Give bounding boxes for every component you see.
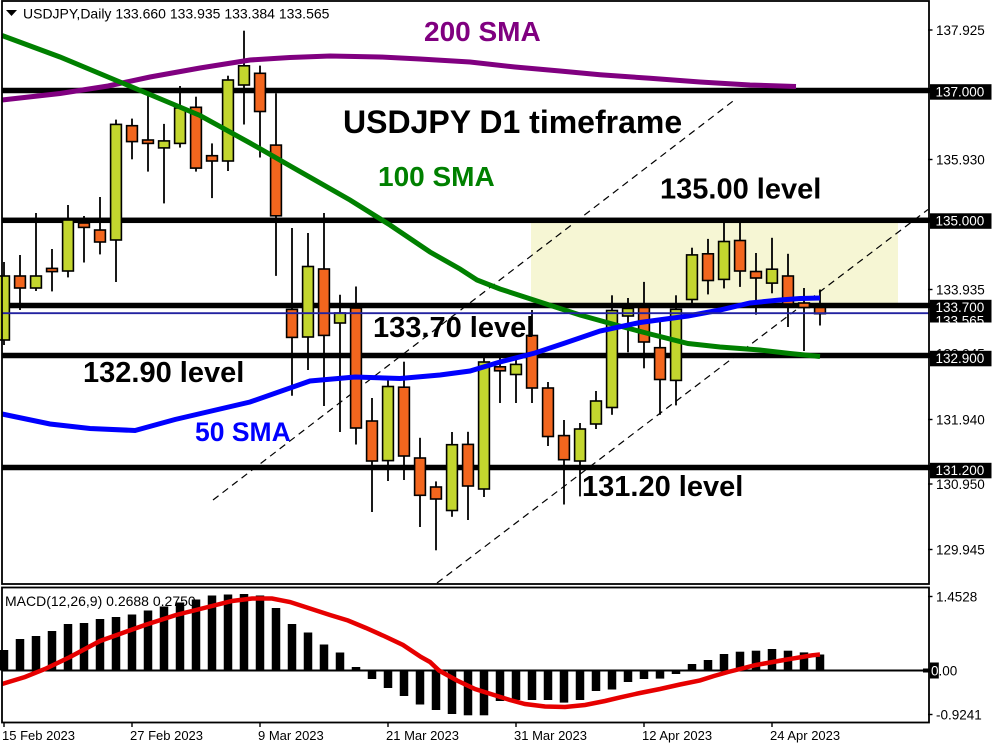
svg-text:12 Apr 2023: 12 Apr 2023: [642, 728, 712, 743]
svg-text:137.925: 137.925: [936, 23, 985, 38]
svg-text:200 SMA: 200 SMA: [424, 16, 541, 47]
svg-text:27 Feb 2023: 27 Feb 2023: [130, 728, 203, 743]
svg-text:.00: .00: [939, 664, 958, 679]
svg-text:9 Mar 2023: 9 Mar 2023: [258, 728, 324, 743]
svg-text:131.940: 131.940: [936, 412, 985, 427]
svg-text:31 Mar 2023: 31 Mar 2023: [514, 728, 587, 743]
svg-text:1.4528: 1.4528: [936, 589, 977, 604]
svg-text:USDJPY D1 timeframe: USDJPY D1 timeframe: [343, 104, 682, 140]
svg-text:133.935: 133.935: [936, 282, 985, 297]
svg-text:50 SMA: 50 SMA: [195, 417, 291, 447]
svg-text:130.950: 130.950: [936, 477, 985, 492]
svg-text:135.00 level: 135.00 level: [660, 174, 821, 206]
svg-text:131.200: 131.200: [936, 463, 985, 478]
svg-text:133.700: 133.700: [936, 300, 985, 315]
svg-text:135.000: 135.000: [936, 213, 985, 228]
svg-text:132.90 level: 132.90 level: [83, 357, 244, 389]
svg-text:24 Apr 2023: 24 Apr 2023: [770, 728, 840, 743]
svg-text:132.900: 132.900: [936, 351, 985, 366]
svg-text:135.930: 135.930: [936, 152, 985, 167]
svg-text:137.000: 137.000: [936, 84, 985, 99]
svg-text:133.70 level: 133.70 level: [373, 312, 534, 344]
svg-text:MACD(12,26,9) 0.2688 0.2750: MACD(12,26,9) 0.2688 0.2750: [5, 593, 196, 609]
svg-text:129.945: 129.945: [936, 542, 985, 557]
svg-text:131.20 level: 131.20 level: [582, 471, 743, 503]
svg-text:133.565: 133.565: [936, 314, 985, 329]
svg-text:15 Feb 2023: 15 Feb 2023: [2, 728, 75, 743]
svg-text:USDJPY,Daily 133.660 133.935: USDJPY,Daily 133.660 133.935 133.384 133…: [23, 6, 330, 22]
svg-text:0: 0: [931, 664, 939, 679]
svg-text:100 SMA: 100 SMA: [378, 161, 495, 192]
svg-text:-0.9241: -0.9241: [936, 707, 982, 722]
svg-text:21 Mar 2023: 21 Mar 2023: [386, 728, 459, 743]
